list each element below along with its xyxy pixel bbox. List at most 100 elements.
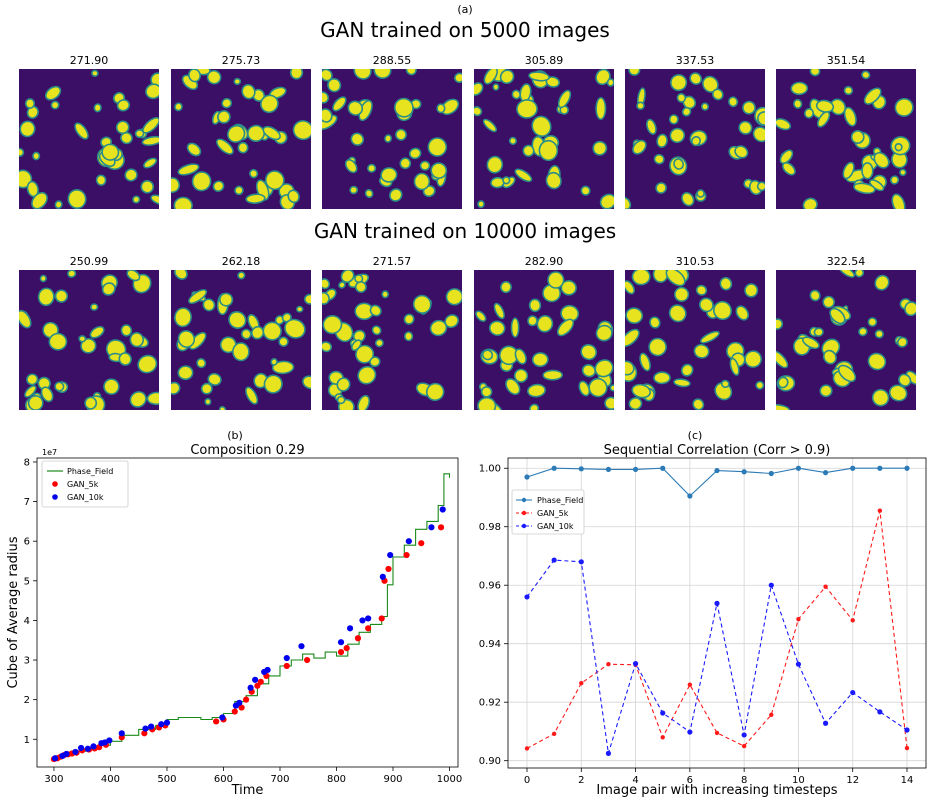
particle — [625, 360, 635, 376]
particle — [186, 142, 202, 157]
particle — [813, 327, 824, 337]
particle — [842, 161, 855, 180]
particle-core — [358, 396, 369, 410]
particle-core — [625, 281, 634, 293]
particle-core — [303, 376, 311, 388]
particle — [777, 376, 789, 389]
particle-core — [143, 118, 159, 133]
particle-core — [133, 197, 139, 202]
particle — [355, 344, 375, 364]
particle — [853, 182, 876, 195]
particle-core — [143, 137, 159, 145]
particle — [381, 290, 390, 299]
particle-core — [625, 362, 634, 374]
particle — [322, 278, 331, 290]
point-gan-5k — [551, 731, 557, 736]
point-gan-10k — [822, 720, 829, 726]
particle-core — [637, 103, 644, 109]
y-tick-label: 1 — [24, 735, 30, 746]
particle-core — [266, 171, 284, 189]
particle-core — [674, 379, 690, 386]
particle-core — [869, 318, 876, 326]
particle-core — [869, 354, 885, 369]
particle — [380, 167, 398, 183]
particle-core — [503, 177, 509, 183]
legend-label-phase-field: Phase_Field — [537, 496, 583, 505]
point-phase-field — [660, 465, 666, 471]
particle — [171, 177, 181, 194]
particle — [545, 171, 562, 190]
particle — [829, 307, 846, 325]
particle — [245, 193, 266, 204]
point-gan-5k — [877, 508, 883, 513]
particle-core — [144, 159, 156, 167]
particle-core — [510, 138, 516, 144]
particle — [445, 288, 462, 306]
point-gan-5k — [343, 645, 350, 652]
particle — [302, 375, 311, 390]
microstructure-field — [625, 69, 765, 209]
microstructure-image — [19, 270, 159, 410]
particle — [124, 168, 138, 182]
particle-core — [120, 353, 131, 365]
particle-core — [247, 195, 264, 203]
particle — [344, 159, 358, 174]
particle-core — [228, 126, 244, 142]
particle — [819, 384, 833, 398]
legend-swatch-gan-10k — [52, 494, 58, 500]
particle — [861, 162, 874, 180]
point-gan-10k — [439, 506, 446, 513]
legend-label-gan-5k: GAN_5k — [67, 480, 99, 489]
particle-core — [338, 378, 349, 391]
particle-core — [633, 141, 646, 154]
particle-core — [589, 379, 607, 396]
particle-core — [630, 398, 641, 409]
particle — [284, 318, 306, 339]
particle-core — [92, 71, 98, 76]
particle — [260, 94, 279, 114]
particle-core — [482, 387, 491, 397]
particle — [93, 103, 102, 113]
particle-core — [175, 103, 182, 110]
particle — [673, 378, 691, 388]
particle-core — [322, 279, 329, 288]
particle — [177, 365, 194, 381]
particle — [867, 317, 878, 327]
particle — [542, 369, 563, 381]
particle-core — [803, 338, 819, 348]
particle-core — [700, 299, 713, 311]
x-tick-label: 600 — [214, 774, 233, 785]
particle — [631, 270, 651, 286]
particle — [84, 396, 98, 410]
particle — [425, 382, 445, 402]
point-gan-5k — [660, 735, 665, 740]
particle-core — [297, 307, 302, 312]
particle-core — [238, 272, 244, 278]
point-phase-field — [850, 465, 856, 471]
particle — [790, 81, 809, 96]
particle-core — [811, 69, 819, 75]
particle-core — [898, 338, 907, 347]
particle-core — [702, 104, 708, 110]
x-tick-label: 8 — [741, 775, 747, 786]
particle — [802, 197, 818, 209]
particle — [628, 397, 643, 410]
particle-core — [221, 338, 236, 352]
field-background — [19, 69, 159, 209]
particle — [560, 279, 577, 296]
particle — [595, 69, 611, 86]
plot-frame — [507, 457, 927, 769]
point-gan-5k — [213, 718, 220, 725]
particle — [354, 302, 374, 321]
particle — [673, 158, 684, 170]
microstructure-image — [171, 270, 311, 410]
particle — [373, 69, 392, 79]
particle-core — [396, 130, 406, 140]
particle-core — [693, 399, 703, 409]
particle-core — [703, 77, 718, 92]
particle-core — [118, 100, 129, 110]
particle-core — [597, 326, 612, 340]
particle-core — [190, 333, 205, 349]
point-gan-5k — [741, 743, 747, 749]
particle — [173, 196, 193, 209]
